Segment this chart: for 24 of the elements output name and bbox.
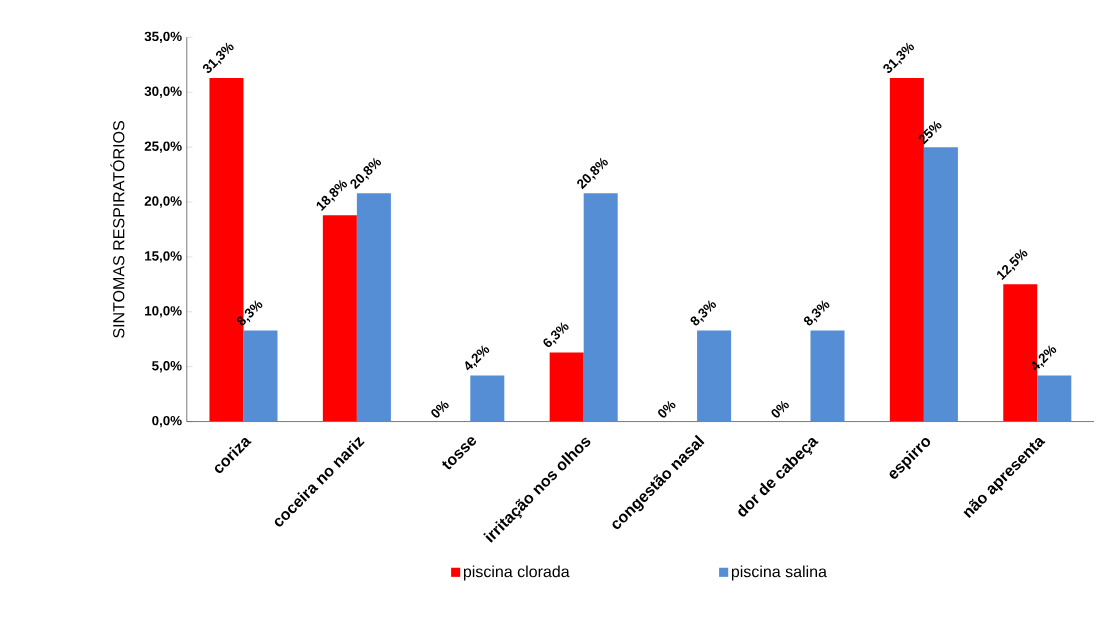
y-tick-label: 30,0% <box>144 86 182 99</box>
bar <box>583 193 618 422</box>
y-tick-label: 15,0% <box>145 251 182 263</box>
data-label: 0% <box>431 400 449 418</box>
y-tick-label: 10,0% <box>145 306 182 318</box>
legend-label: piscina clorada <box>463 565 570 581</box>
bar <box>549 352 584 422</box>
y-axis-title: SINTOMAS RESPIRATÓRIOS <box>110 121 125 338</box>
data-label: 0% <box>658 400 676 418</box>
y-tick-label: 35,0% <box>144 31 182 44</box>
y-tick-label: 5,0% <box>152 361 182 373</box>
bar <box>322 215 357 422</box>
data-label: 0% <box>771 400 789 418</box>
y-tick-label: 20,0% <box>144 196 182 208</box>
bar <box>356 193 391 422</box>
legend-label: piscina salina <box>731 565 827 581</box>
y-tick-label: 25,0% <box>144 141 182 153</box>
bar <box>923 147 958 422</box>
y-tick-label: 0,0% <box>152 416 182 428</box>
bar <box>697 330 732 422</box>
bar <box>243 330 278 422</box>
bar <box>810 330 845 422</box>
bar <box>470 375 505 422</box>
bar <box>1037 375 1072 422</box>
